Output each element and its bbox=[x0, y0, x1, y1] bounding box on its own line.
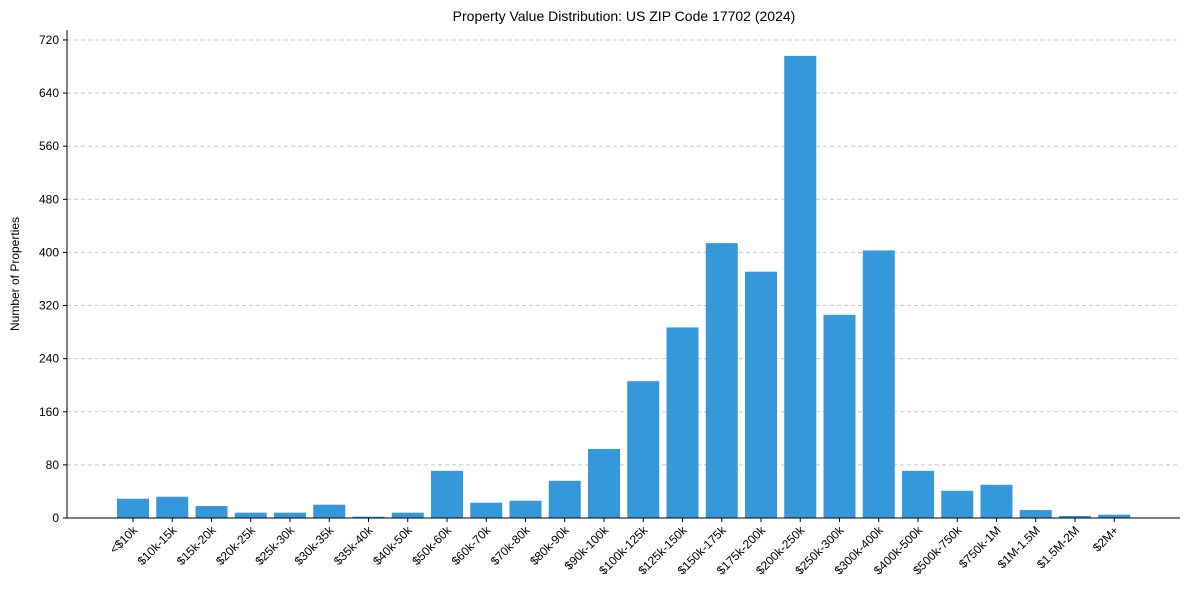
bar bbox=[156, 496, 189, 518]
bar bbox=[980, 484, 1013, 518]
x-tick-label: $40k-50k bbox=[370, 523, 416, 569]
bar bbox=[509, 500, 542, 518]
bar bbox=[352, 516, 385, 518]
x-tick-label: $70k-80k bbox=[488, 523, 534, 569]
y-tick-label: 160 bbox=[39, 405, 59, 419]
y-tick-label: 320 bbox=[39, 299, 59, 313]
y-tick-label: 80 bbox=[46, 458, 60, 472]
x-tick-label: $60k-70k bbox=[449, 523, 495, 569]
x-tick-label: $50k-60k bbox=[409, 523, 455, 569]
bar bbox=[705, 243, 738, 518]
x-tick-label: $30k-35k bbox=[292, 523, 338, 569]
bar bbox=[902, 470, 934, 518]
bar bbox=[1019, 510, 1052, 518]
x-tick-label: $25k-30k bbox=[252, 523, 298, 569]
bar bbox=[627, 381, 660, 518]
x-tick-label: $35k-40k bbox=[331, 523, 377, 569]
x-ticks: <$10k$10k-15k$15k-20k$20k-25k$25k-30k$30… bbox=[107, 518, 1121, 577]
bar bbox=[431, 470, 463, 518]
bar bbox=[313, 504, 346, 518]
y-tick-label: 400 bbox=[39, 245, 59, 259]
x-tick-label: $2M+ bbox=[1090, 523, 1121, 554]
y-tick-label: 720 bbox=[39, 33, 59, 47]
bar bbox=[470, 502, 503, 518]
y-tick-label: 480 bbox=[39, 192, 59, 206]
bar bbox=[117, 498, 149, 518]
x-tick-label: $10k-15k bbox=[135, 523, 181, 569]
bar bbox=[1098, 514, 1131, 518]
y-tick-label: 240 bbox=[39, 352, 59, 366]
bar bbox=[234, 512, 267, 518]
bar bbox=[588, 448, 620, 518]
bar bbox=[823, 314, 856, 518]
bar bbox=[548, 480, 581, 518]
bar bbox=[274, 512, 306, 518]
bar bbox=[391, 512, 424, 518]
x-tick-label: $1.5M-2M bbox=[1034, 523, 1082, 571]
bar bbox=[195, 506, 228, 518]
bar bbox=[941, 490, 974, 518]
bars bbox=[117, 55, 1131, 518]
x-tick-label: $20k-25k bbox=[213, 523, 259, 569]
bar bbox=[784, 55, 817, 518]
bar bbox=[745, 271, 777, 518]
y-ticks: 0 80 160 240 320 400 480 560 640 720 bbox=[39, 33, 67, 525]
bar bbox=[666, 327, 699, 518]
y-tick-label: 560 bbox=[39, 139, 59, 153]
bar bbox=[1059, 516, 1091, 518]
axes bbox=[66, 30, 1180, 519]
grid-lines bbox=[67, 39, 1180, 466]
bar bbox=[862, 250, 895, 518]
y-tick-label: 0 bbox=[52, 511, 59, 525]
x-tick-label: $15k-20k bbox=[174, 523, 220, 569]
chart-title: Property Value Distribution: US ZIP Code… bbox=[453, 8, 796, 24]
y-axis-label: Number of Properties bbox=[8, 217, 22, 331]
x-tick-label: <$10k bbox=[107, 523, 141, 557]
y-tick-label: 640 bbox=[39, 86, 59, 100]
